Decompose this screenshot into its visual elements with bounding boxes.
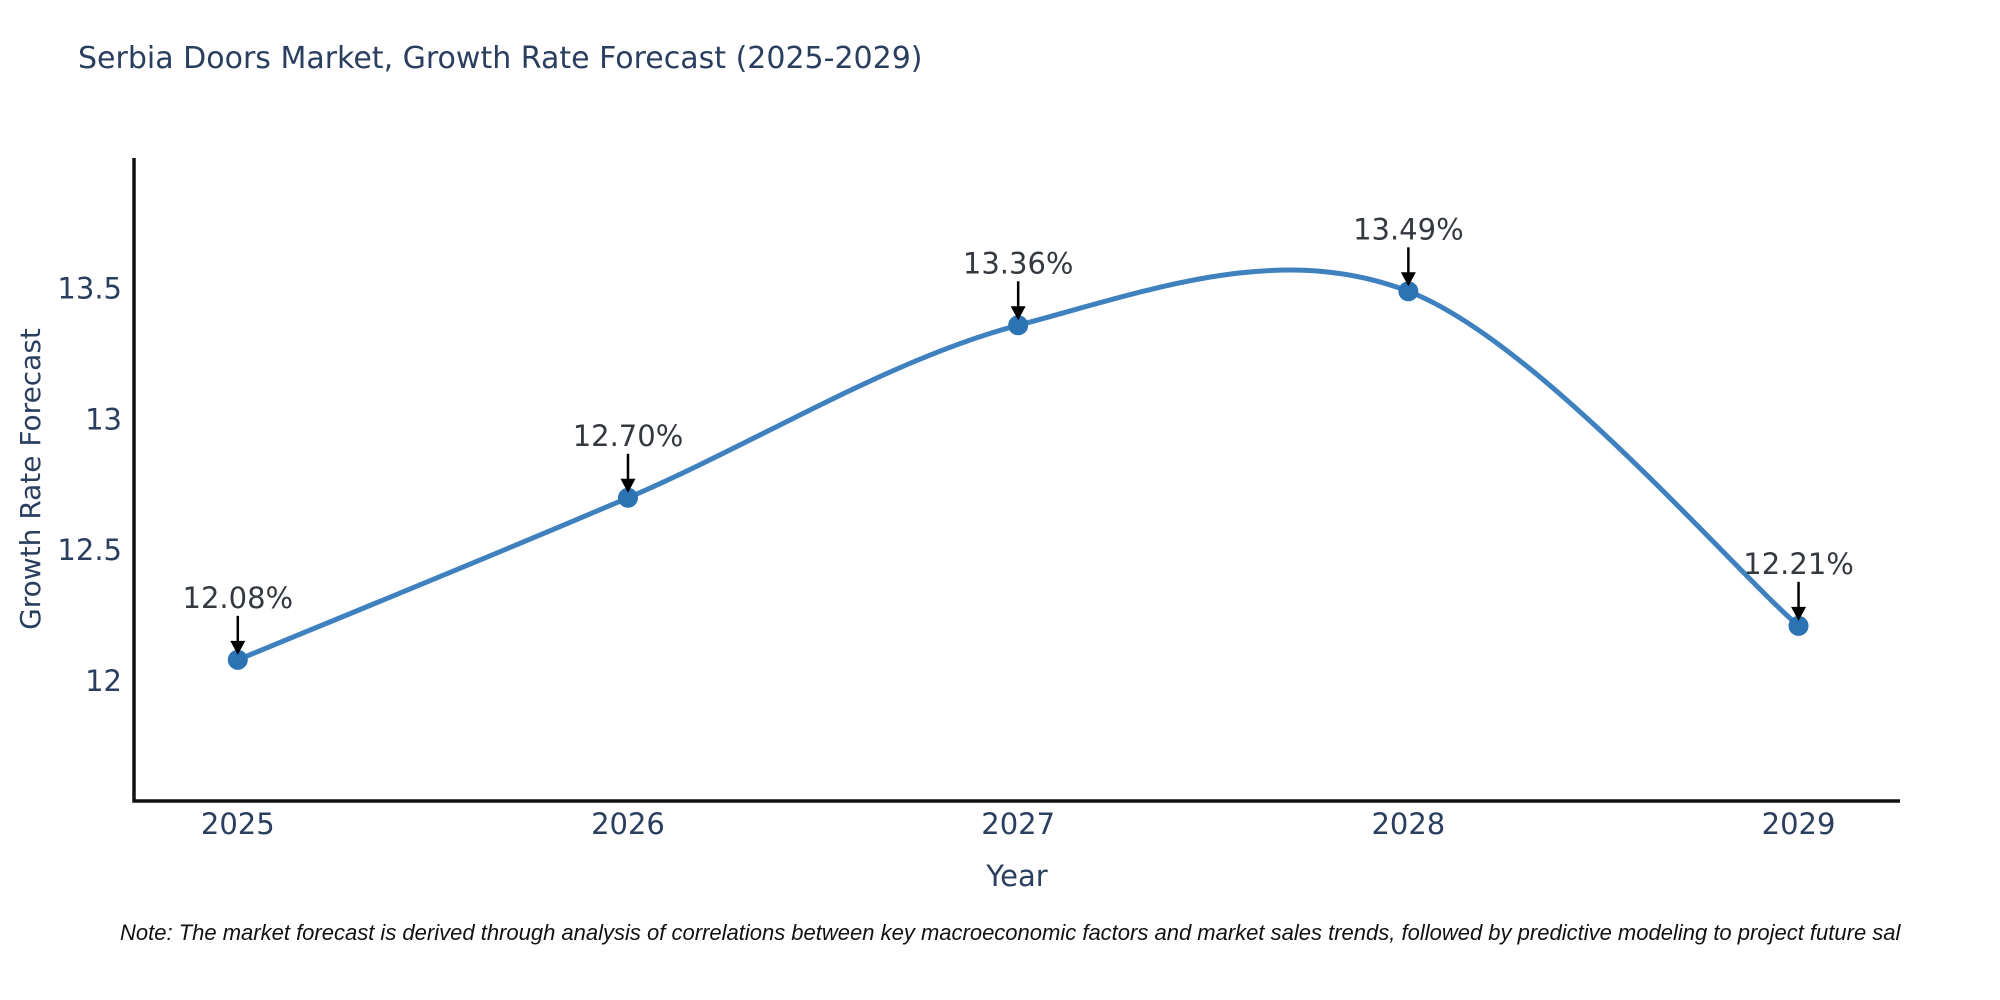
x-tick-label-2028: 2028: [1371, 807, 1445, 841]
y-tick-label-12.5: 12.5: [57, 533, 122, 567]
data-point-marker-2025[interactable]: [227, 649, 248, 670]
y-tick-label-13: 13: [85, 402, 122, 436]
x-tick-label-2026: 2026: [591, 807, 665, 841]
arrow-down-icon: [1010, 306, 1026, 321]
annotation-12.70%: 12.70%: [573, 419, 684, 493]
annotation-12.08%: 12.08%: [183, 581, 294, 655]
annotation-label: 13.49%: [1353, 212, 1464, 246]
annotation-label: 12.70%: [573, 419, 684, 453]
x-tick-label-2029: 2029: [1762, 807, 1836, 841]
x-axis-ticks: 2025 2026 2027 2028 2029: [201, 807, 1836, 841]
annotation-label: 13.36%: [963, 246, 1074, 280]
data-point-marker-2027[interactable]: [1008, 315, 1029, 336]
axis-lines: [132, 158, 1900, 803]
annotation-label: 12.08%: [183, 581, 294, 615]
annotation-label: 12.21%: [1743, 547, 1854, 581]
y-axis-ticks: 12 12.5 13 13.5: [57, 272, 122, 698]
x-tick-label-2027: 2027: [981, 807, 1055, 841]
data-point-markers: [227, 281, 1809, 670]
arrow-down-icon: [620, 478, 636, 493]
data-point-marker-2028[interactable]: [1398, 281, 1419, 302]
arrow-down-icon: [1791, 606, 1807, 621]
annotation-13.36%: 13.36%: [963, 246, 1074, 321]
point-annotations: 12.08% 12.70% 13.36% 13.49% 12.21%: [183, 212, 1854, 655]
y-tick-label-13.5: 13.5: [57, 272, 122, 306]
x-tick-label-2025: 2025: [201, 807, 275, 841]
annotation-12.21%: 12.21%: [1743, 547, 1854, 621]
arrow-down-icon: [230, 640, 246, 655]
x-axis-title: Year: [985, 859, 1047, 893]
arrow-down-icon: [1400, 272, 1416, 287]
y-tick-label-12: 12: [85, 664, 122, 698]
data-point-marker-2029[interactable]: [1788, 615, 1809, 636]
annotation-13.49%: 13.49%: [1353, 212, 1464, 287]
y-axis-title: Growth Rate Forecast: [14, 328, 47, 630]
chart-title: Serbia Doors Market, Growth Rate Forecas…: [78, 41, 923, 76]
footnote: Note: The market forecast is derived thr…: [120, 920, 1901, 945]
data-point-marker-2026[interactable]: [617, 487, 638, 508]
